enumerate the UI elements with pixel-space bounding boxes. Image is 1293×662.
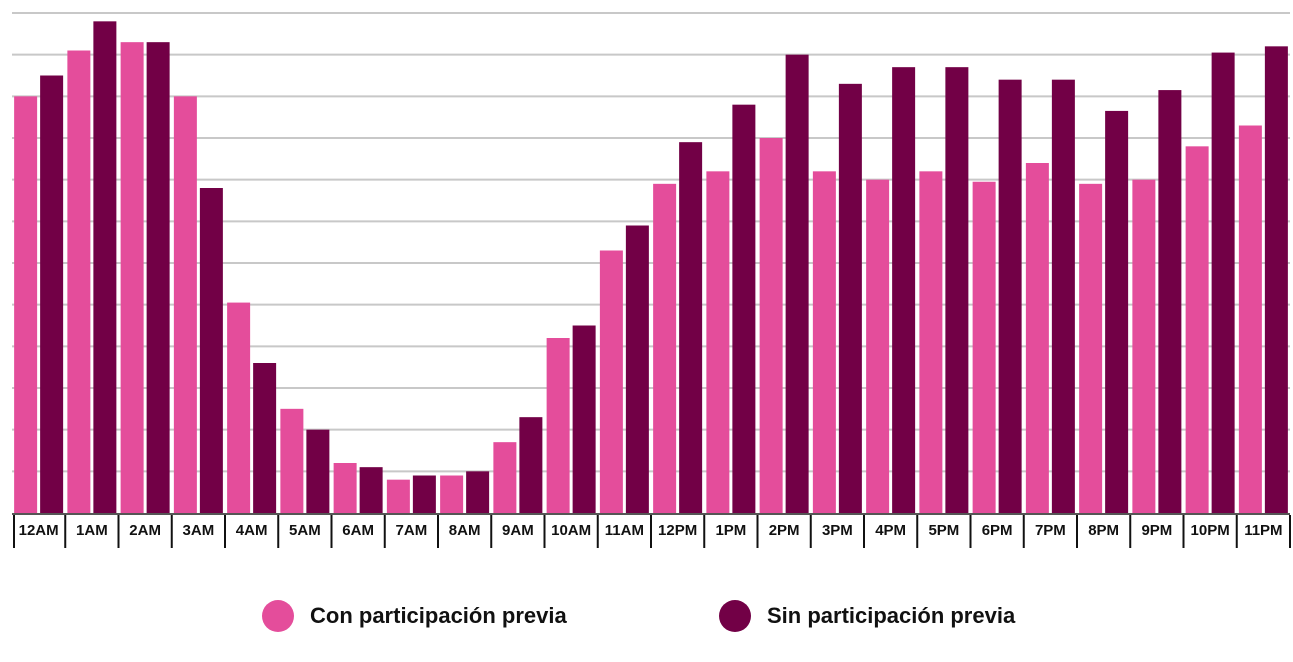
- x-tick-label: 1AM: [76, 522, 108, 539]
- bar: [945, 67, 969, 514]
- x-tick-label: 4PM: [875, 522, 906, 539]
- bar: [785, 54, 809, 514]
- bar: [1158, 90, 1182, 513]
- legend-label: Sin participación previa: [767, 603, 1016, 628]
- x-tick-label: 1PM: [715, 522, 746, 539]
- bar: [812, 171, 836, 514]
- x-tick-label: 6AM: [342, 522, 374, 539]
- x-tick-label: 2AM: [129, 522, 161, 539]
- legend-label: Con participación previa: [310, 603, 567, 628]
- bar: [493, 442, 517, 513]
- bar: [227, 302, 251, 513]
- bar: [306, 429, 330, 513]
- bar: [280, 408, 304, 513]
- bar: [625, 225, 649, 513]
- bar: [466, 471, 490, 513]
- x-tick-label: 8AM: [449, 522, 481, 539]
- bar: [1238, 125, 1262, 513]
- bar: [253, 363, 277, 513]
- bar: [120, 42, 144, 514]
- bar: [412, 475, 436, 513]
- bar: [1211, 52, 1235, 513]
- bar: [40, 75, 64, 513]
- x-tick-label: 9PM: [1141, 522, 1172, 539]
- x-tick-label: 2PM: [769, 522, 800, 539]
- bar: [1105, 110, 1129, 514]
- bar: [572, 325, 596, 513]
- bar: [599, 250, 623, 513]
- x-tick-label: 11AM: [605, 522, 644, 539]
- bar: [546, 338, 570, 513]
- bar: [653, 183, 677, 514]
- bar: [1025, 163, 1049, 513]
- bar: [892, 67, 916, 514]
- x-tick-label: 3PM: [822, 522, 853, 539]
- bar: [759, 138, 783, 513]
- bar: [173, 96, 197, 513]
- bar: [1079, 183, 1103, 514]
- bar: [519, 417, 543, 513]
- x-tick-label: 5PM: [928, 522, 959, 539]
- x-tick-label: 10AM: [551, 522, 591, 539]
- x-tick-label: 12AM: [19, 522, 59, 539]
- x-tick-label: 7AM: [396, 522, 428, 539]
- bar: [732, 104, 756, 514]
- bar: [14, 96, 38, 513]
- x-tick-label: 7PM: [1035, 522, 1066, 539]
- x-tick-label: 6PM: [982, 522, 1013, 539]
- x-tick-label: 10PM: [1191, 522, 1230, 539]
- bar: [972, 181, 996, 513]
- bar: [1185, 146, 1209, 514]
- bar: [1132, 179, 1156, 513]
- bar: [440, 475, 464, 513]
- legend-swatch: [719, 600, 751, 632]
- x-tick-label: 3AM: [183, 522, 215, 539]
- x-tick-label: 9AM: [502, 522, 534, 539]
- bar: [866, 179, 890, 513]
- bar: [386, 479, 410, 513]
- bar: [146, 42, 170, 514]
- bar: [333, 463, 357, 513]
- bar: [1264, 46, 1288, 513]
- bar: [93, 21, 117, 513]
- bar: [67, 50, 91, 513]
- bar: [1051, 79, 1075, 514]
- x-tick-label: 11PM: [1244, 522, 1282, 539]
- bar: [706, 171, 730, 514]
- bar: [679, 142, 703, 513]
- x-tick-label: 4AM: [236, 522, 268, 539]
- bar: [838, 83, 862, 513]
- x-tick-label: 5AM: [289, 522, 321, 539]
- bar: [199, 188, 223, 513]
- bar: [998, 79, 1022, 514]
- x-tick-label: 8PM: [1088, 522, 1119, 539]
- bar: [359, 467, 383, 513]
- legend-swatch: [262, 600, 294, 632]
- bar: [919, 171, 943, 514]
- x-tick-label: 12PM: [658, 522, 697, 539]
